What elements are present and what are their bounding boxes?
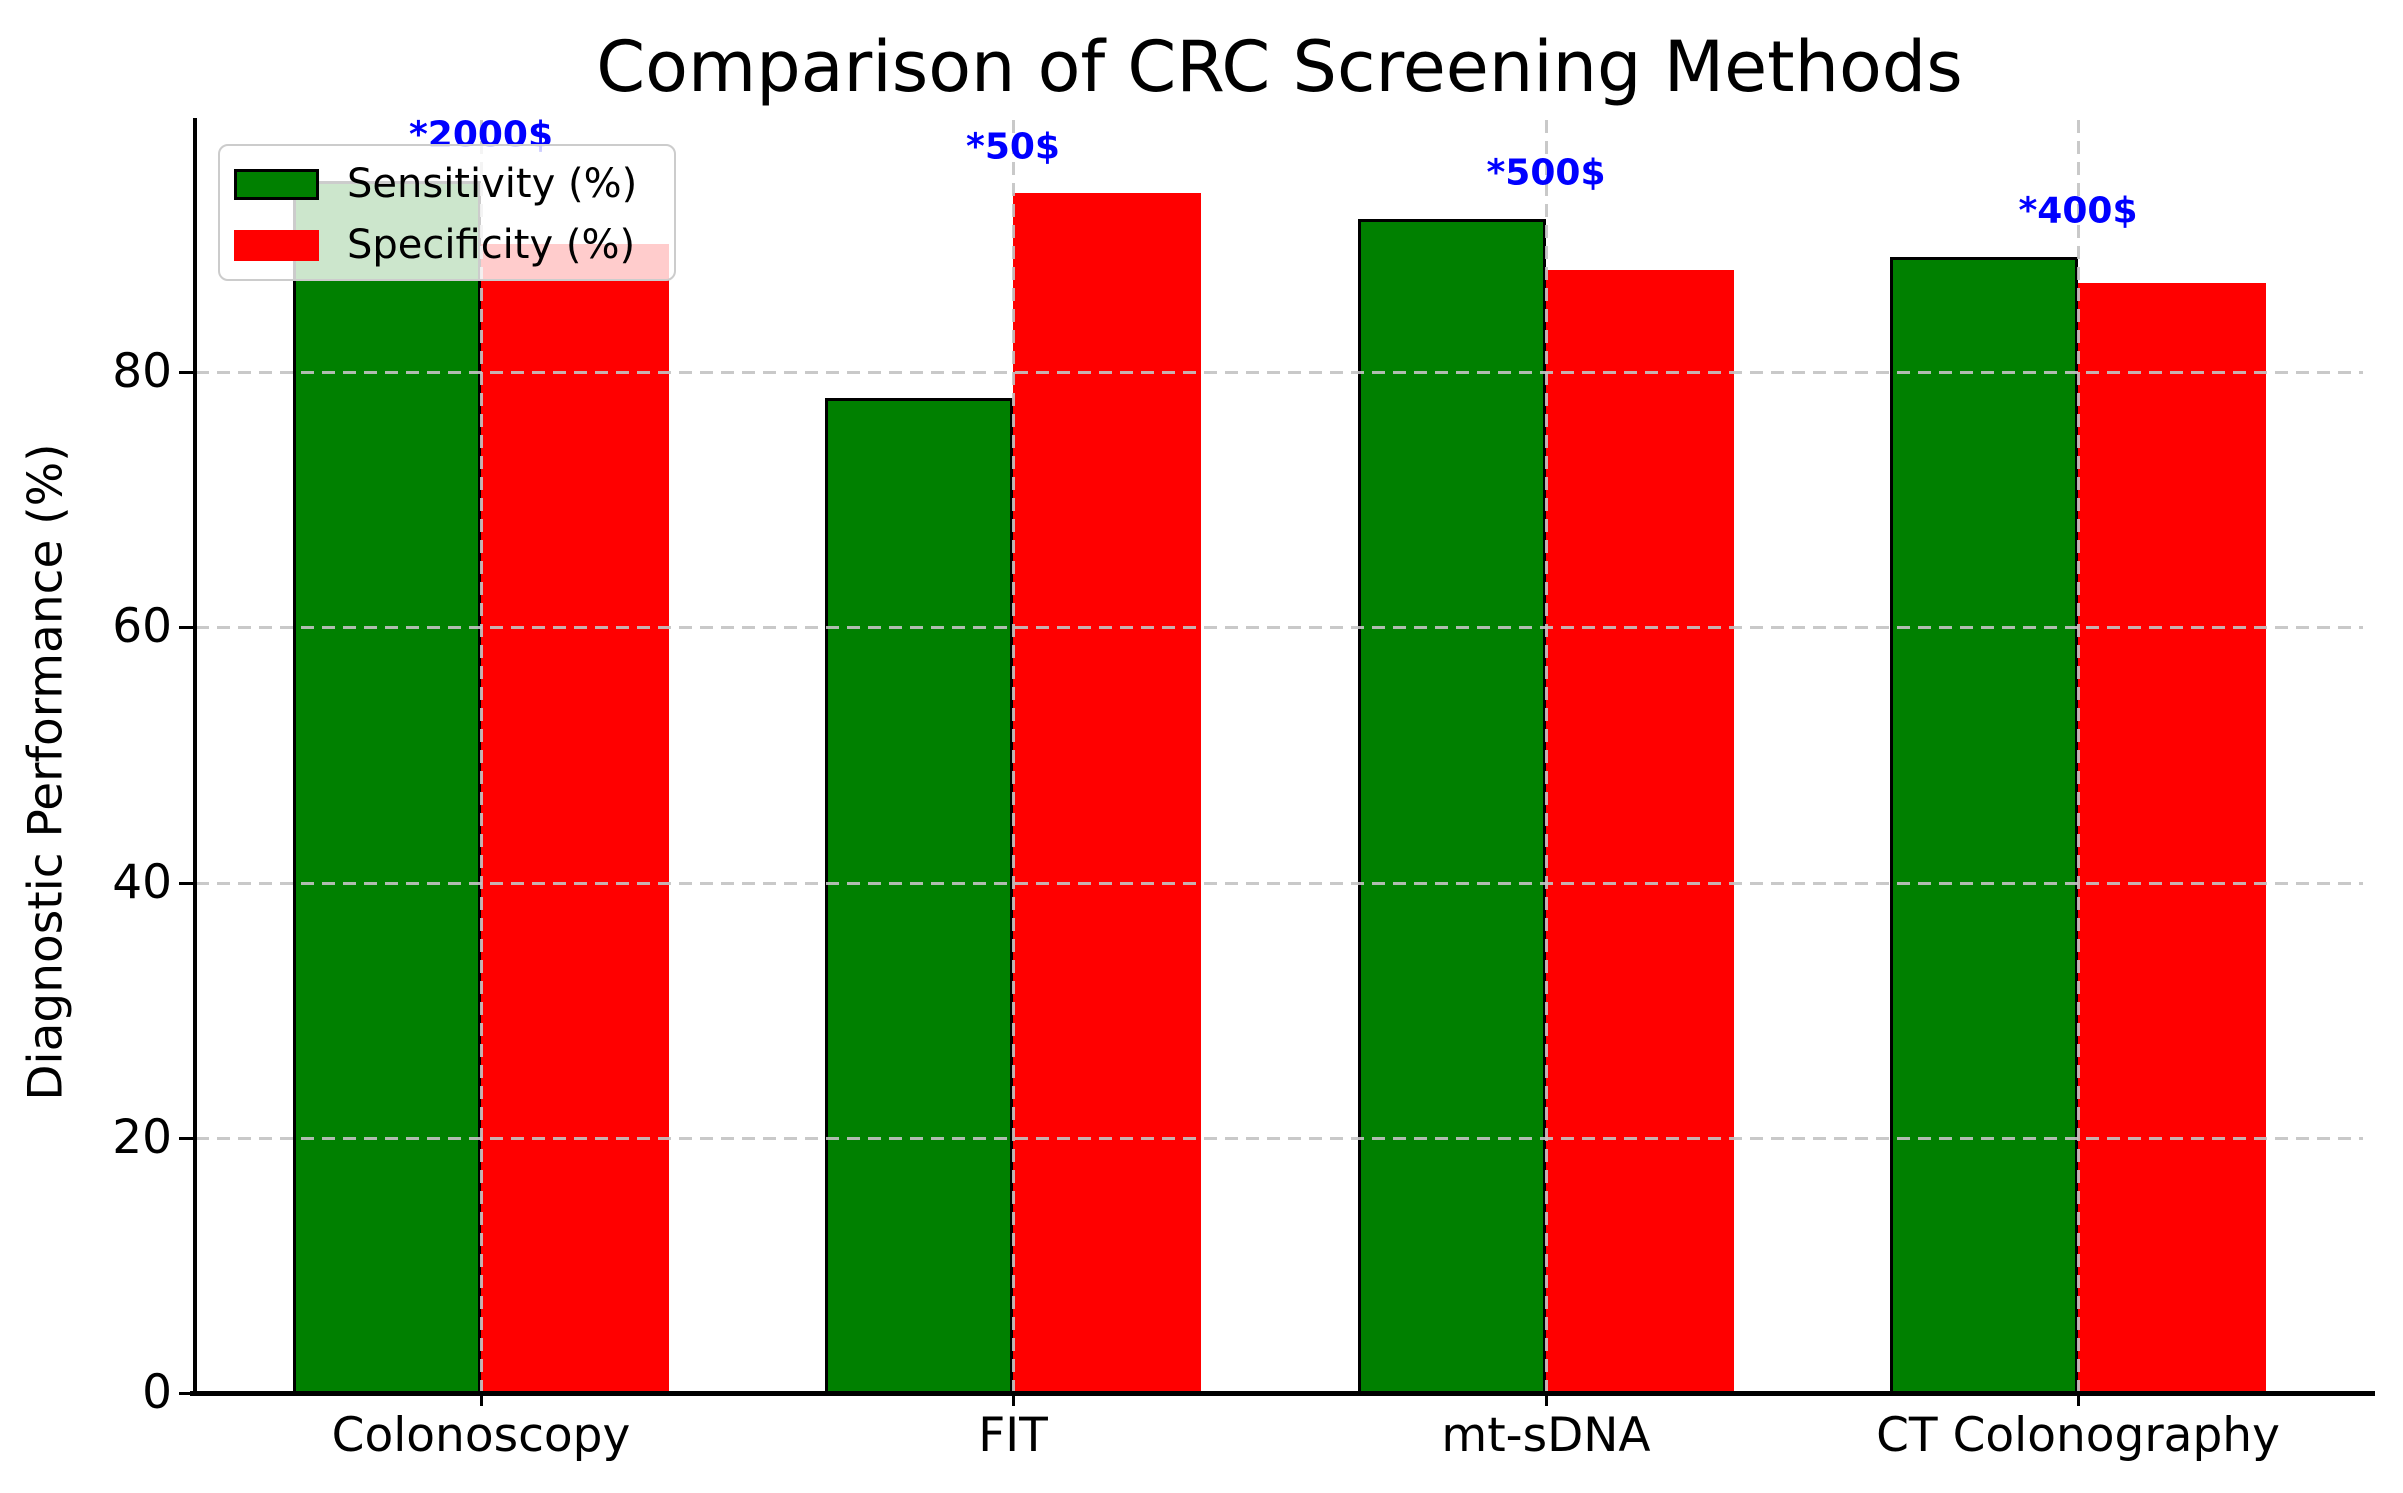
y-tick-label-0: 0 (142, 1365, 172, 1420)
gridline-h-80 (196, 371, 2363, 374)
x-tick-mark-mt-sdna (1545, 1394, 1548, 1406)
x-tick-label-fit: FIT (978, 1408, 1048, 1463)
cost-annotation-ct-colonography: *400$ (2018, 190, 2138, 232)
x-tick-mark-colonoscopy (480, 1394, 483, 1406)
y-tick-mark-0 (179, 1392, 194, 1395)
y-tick-label-60: 60 (112, 599, 172, 654)
gridline-h-20 (196, 1137, 2363, 1140)
legend: Sensitivity (%) Specificity (%) (218, 144, 676, 281)
gridline-v-mt-sdna (1545, 120, 1548, 1393)
y-tick-mark-60 (179, 626, 194, 629)
y-tick-label-20: 20 (112, 1110, 172, 1165)
gridline-v-fit (1012, 120, 1015, 1393)
legend-item-sensitivity: Sensitivity (%) (234, 161, 637, 207)
x-tick-label-ct-colonography: CT Colonography (1876, 1408, 2280, 1463)
legend-swatch-sensitivity (234, 168, 319, 200)
legend-item-specificity: Specificity (%) (234, 222, 635, 268)
gridline-v-ct-colonography (2077, 120, 2080, 1393)
y-tick-mark-80 (179, 371, 194, 374)
x-tick-mark-ct-colonography (2077, 1394, 2080, 1406)
y-tick-mark-20 (179, 1137, 194, 1140)
x-tick-label-colonoscopy: Colonoscopy (331, 1408, 631, 1463)
bar-specificity-ct-colonography (2078, 283, 2266, 1393)
y-axis-label: Diagnostic Performance (%) (18, 443, 74, 1101)
bar-sensitivity-colonoscopy (293, 181, 481, 1393)
bar-specificity-mt-sdna (1546, 270, 1734, 1393)
cost-annotation-fit: *50$ (966, 126, 1060, 168)
x-axis-spine (190, 1391, 2375, 1396)
bar-specificity-fit (1013, 193, 1201, 1393)
plot-area: *2000$ *50$ *500$ *400$ (196, 115, 2363, 1393)
y-tick-label-40: 40 (112, 855, 172, 910)
cost-annotation-mt-sdna: *500$ (1486, 152, 1606, 194)
y-tick-label-80: 80 (112, 344, 172, 399)
gridline-v-colonoscopy (480, 120, 483, 1393)
y-axis-spine (193, 118, 197, 1395)
x-tick-mark-fit (1012, 1394, 1015, 1406)
gridline-h-40 (196, 882, 2363, 885)
legend-label-specificity: Specificity (%) (347, 222, 636, 268)
legend-label-sensitivity: Sensitivity (%) (347, 161, 638, 207)
chart-title: Comparison of CRC Screening Methods (596, 26, 1963, 108)
gridline-h-60 (196, 626, 2363, 629)
legend-swatch-specificity (234, 229, 319, 261)
bar-specificity-colonoscopy (481, 244, 669, 1393)
x-tick-label-mt-sdna: mt-sDNA (1441, 1408, 1651, 1463)
y-tick-mark-40 (179, 882, 194, 885)
bar-sensitivity-ct-colonography (1890, 257, 2078, 1393)
bar-sensitivity-mt-sdna (1358, 219, 1546, 1393)
bar-sensitivity-fit (825, 398, 1013, 1393)
